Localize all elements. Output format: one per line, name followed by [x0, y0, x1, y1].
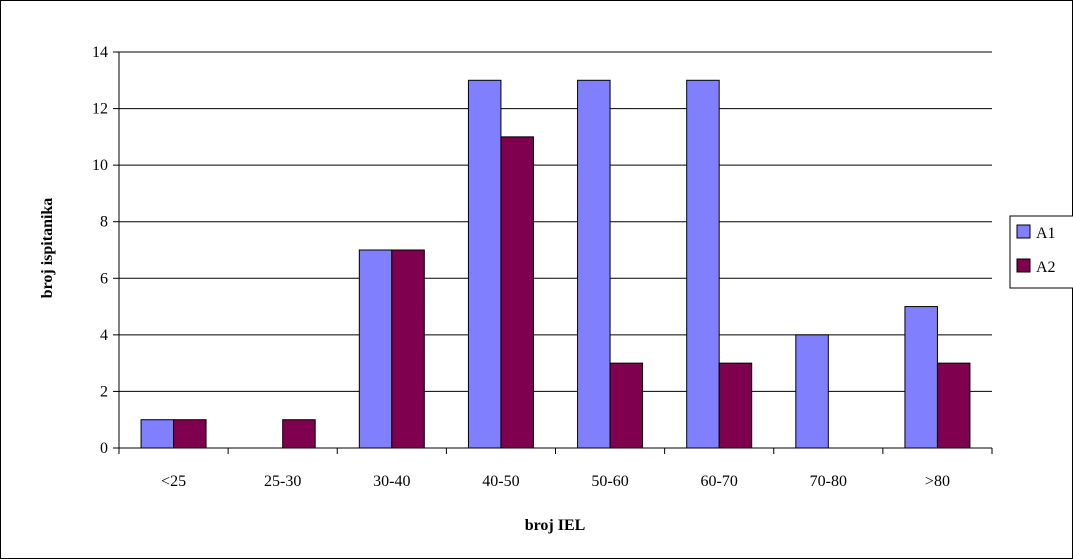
- axes: [113, 51, 993, 454]
- bar-a1-7: [904, 306, 938, 449]
- x-tick-labels: <25 25-30 30-40 40-50 50-60 60-70 70-80 >80: [161, 473, 950, 490]
- y-tick-label: 2: [100, 383, 108, 400]
- y-axis-title: broj ispitanika: [39, 198, 56, 299]
- legend-label-a2: A2: [1036, 259, 1056, 276]
- legend: A1 A2: [1009, 215, 1073, 289]
- bar-a1-0: [140, 419, 175, 449]
- legend-label-a1: A1: [1036, 225, 1056, 242]
- bar-a1-5: [686, 79, 720, 449]
- bar-a2-4: [609, 362, 644, 449]
- y-tick-label: 4: [100, 327, 108, 344]
- legend-swatch-a1: [1016, 224, 1031, 239]
- bar-a2-5: [718, 362, 753, 449]
- y-tick-labels: 0 2 4 6 8 10 12 14: [92, 44, 108, 457]
- y-tick-label: 12: [92, 101, 108, 118]
- x-tick-label: 50-60: [591, 473, 628, 490]
- bar-a1-2: [358, 249, 393, 449]
- bar-a1-4: [577, 79, 611, 449]
- x-tick-label: 60-70: [701, 473, 738, 490]
- x-tick-label: 70-80: [810, 473, 847, 490]
- bar-a2-2: [391, 249, 425, 449]
- x-tick-label: 25-30: [264, 473, 301, 490]
- y-tick-label: 8: [100, 214, 108, 231]
- legend-swatch-a2: [1016, 258, 1031, 273]
- bar-a2-0: [173, 419, 207, 449]
- x-tick-label: <25: [161, 473, 186, 490]
- y-tick-label: 14: [92, 44, 108, 61]
- bar-a1-6: [795, 334, 829, 449]
- x-axis-title: broj IEL: [525, 517, 586, 534]
- bars: [140, 79, 971, 449]
- bar-a2-1: [282, 419, 316, 449]
- y-tick-label: 0: [100, 440, 108, 457]
- x-tick-label: 40-50: [482, 473, 519, 490]
- y-tick-label: 10: [92, 157, 108, 174]
- x-tick-label: >80: [925, 473, 950, 490]
- y-tick-label: 6: [100, 270, 108, 287]
- bar-a2-3: [500, 136, 534, 449]
- bar-a1-3: [467, 79, 502, 449]
- bar-a2-7: [936, 362, 971, 449]
- gridlines: [119, 51, 992, 392]
- x-tick-label: 30-40: [373, 473, 410, 490]
